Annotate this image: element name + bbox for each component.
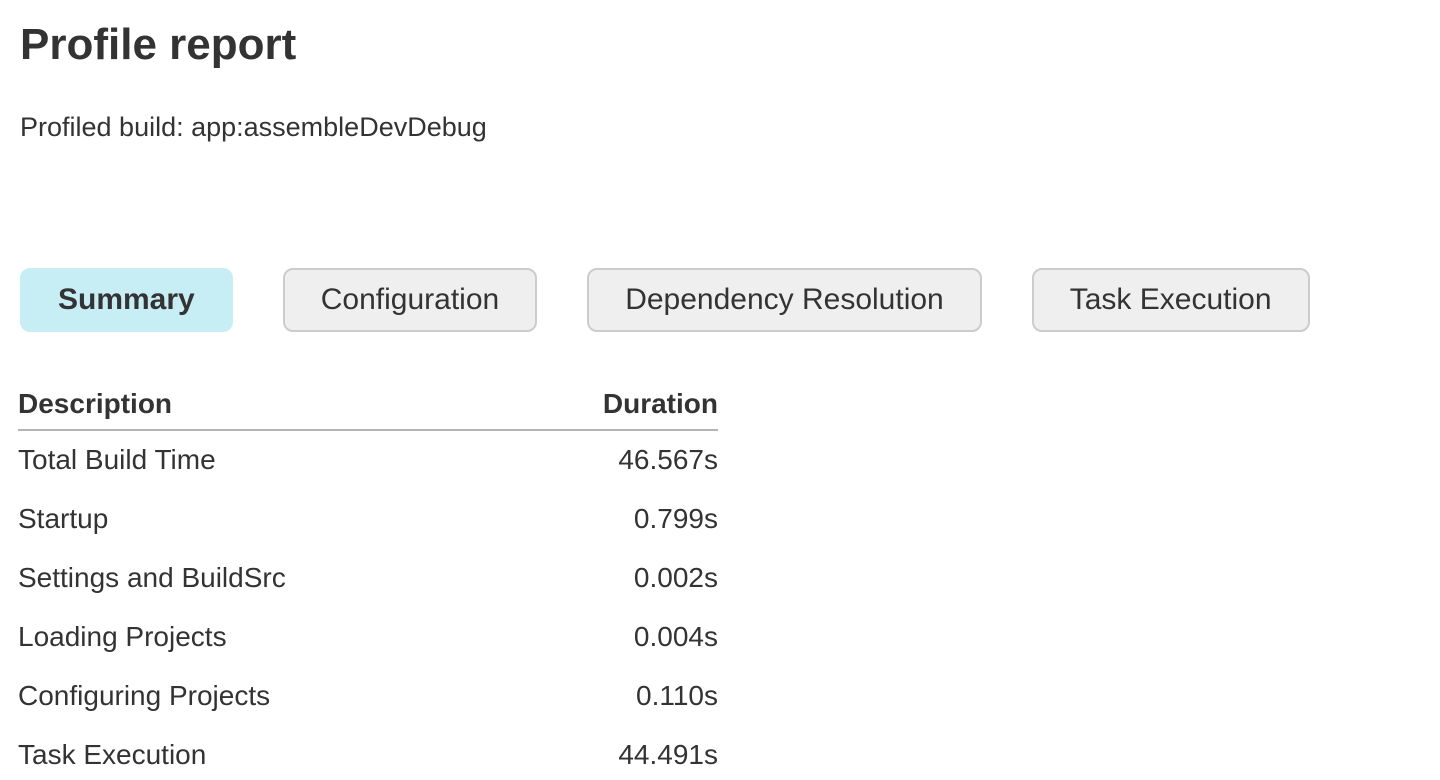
row-description: Startup — [18, 503, 109, 534]
tab-task-execution[interactable]: Task Execution — [1031, 268, 1310, 332]
row-duration: 46.567s — [618, 444, 718, 475]
tab-bar: Summary Configuration Dependency Resolut… — [20, 268, 1420, 332]
summary-table-header: Description Duration — [18, 388, 718, 431]
row-description: Settings and BuildSrc — [18, 562, 286, 593]
row-duration: 0.110s — [636, 680, 718, 711]
table-row: Settings and BuildSrc 0.002s — [18, 549, 718, 608]
row-duration: 0.799s — [633, 503, 718, 534]
tab-configuration[interactable]: Configuration — [282, 268, 538, 332]
profiled-build-subtitle: Profiled build: app:assembleDevDebug — [20, 112, 487, 142]
row-duration: 44.491s — [618, 739, 718, 770]
column-header-description: Description — [18, 388, 508, 431]
column-header-duration: Duration — [507, 388, 718, 431]
row-duration: 0.004s — [633, 621, 718, 652]
table-row: Startup 0.799s — [18, 490, 718, 549]
summary-table: Description Duration Total Build Time 46… — [18, 388, 718, 780]
row-description: Total Build Time — [18, 444, 216, 475]
row-duration: 0.002s — [633, 562, 718, 593]
table-row: Total Build Time 46.567s — [18, 430, 718, 490]
tab-summary[interactable]: Summary — [20, 268, 233, 332]
table-row: Task Execution 44.491s — [18, 726, 718, 780]
row-description: Loading Projects — [18, 621, 227, 652]
tab-dependency-resolution[interactable]: Dependency Resolution — [587, 268, 982, 332]
page-title: Profile report — [20, 20, 297, 69]
table-row: Configuring Projects 0.110s — [18, 667, 718, 726]
table-row: Loading Projects 0.004s — [18, 608, 718, 667]
row-description: Task Execution — [18, 739, 207, 770]
row-description: Configuring Projects — [18, 680, 271, 711]
